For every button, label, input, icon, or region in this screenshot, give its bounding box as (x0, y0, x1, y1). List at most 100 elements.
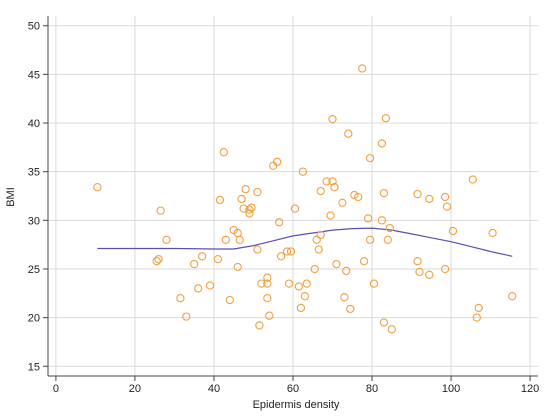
data-point (508, 292, 517, 301)
data-point (162, 235, 171, 244)
data-point (286, 247, 296, 256)
data-point (440, 264, 450, 274)
data-point (425, 194, 434, 204)
data-point (377, 216, 387, 225)
data-point (235, 235, 244, 244)
data-point (239, 204, 248, 213)
axes (43, 16, 538, 381)
data-point (221, 235, 230, 244)
x-tick-label: 0 (53, 383, 59, 395)
data-point (233, 262, 242, 272)
data-point (310, 264, 319, 274)
data-point (215, 195, 225, 205)
y-tick-label: 35 (28, 167, 40, 179)
data-point (415, 267, 424, 277)
data-point (298, 167, 308, 176)
data-point (314, 245, 323, 254)
y-tick-label: 45 (28, 69, 40, 81)
data-point (387, 325, 396, 334)
data-point (257, 279, 266, 288)
data-point (326, 211, 335, 220)
x-tick-label: 120 (521, 383, 539, 395)
data-point (152, 257, 161, 266)
x-tick-label: 60 (287, 383, 299, 395)
data-point (383, 235, 392, 244)
data-point (294, 282, 304, 291)
data-point (237, 194, 246, 204)
data-point (276, 252, 286, 261)
data-point (190, 259, 199, 269)
data-point (365, 235, 375, 244)
x-tick-label: 80 (366, 383, 378, 395)
data-point (474, 303, 483, 313)
data-points (93, 64, 517, 334)
y-tick-label: 20 (28, 313, 40, 325)
data-point (284, 279, 294, 288)
x-axis-title: Epidermis density (253, 399, 340, 411)
data-point (488, 228, 497, 238)
data-point (354, 192, 363, 202)
data-point (255, 321, 264, 330)
data-point (205, 281, 215, 290)
data-point (365, 153, 375, 163)
data-point (316, 230, 325, 240)
data-point (440, 192, 450, 202)
data-point (156, 206, 165, 215)
data-point (275, 218, 284, 227)
trend-line-layer (97, 227, 513, 257)
data-point (247, 203, 256, 212)
data-point (273, 157, 282, 167)
data-point (448, 226, 458, 236)
y-tick-label: 40 (28, 118, 40, 130)
data-point (328, 114, 337, 124)
data-point (269, 161, 278, 170)
data-point (225, 295, 234, 305)
data-point (154, 255, 163, 264)
x-tick-label: 20 (129, 383, 141, 395)
data-point (263, 279, 272, 288)
data-point (213, 255, 223, 264)
x-tick-label: 100 (442, 383, 460, 395)
data-point (219, 148, 228, 157)
data-point (377, 139, 387, 148)
y-tick-label: 30 (28, 215, 40, 227)
data-point (312, 235, 321, 244)
data-point (241, 185, 250, 194)
tick-labels: 0 20 40 60 80 100 120 15 20 25 30 35 40 45 50 (28, 21, 540, 395)
data-point (300, 292, 310, 301)
data-point (253, 187, 262, 197)
data-point (468, 175, 477, 184)
x-tick-label: 40 (208, 383, 220, 395)
data-point (296, 303, 306, 313)
data-point (282, 247, 292, 256)
data-point (363, 214, 373, 223)
y-tick-label: 15 (28, 361, 40, 373)
data-point (197, 252, 207, 261)
grid-lines (48, 16, 538, 376)
data-point (442, 202, 452, 211)
data-point (302, 279, 311, 288)
data-point (346, 304, 355, 314)
data-point (316, 186, 325, 196)
data-point (338, 198, 347, 207)
data-point (425, 270, 434, 279)
data-point (358, 64, 367, 73)
data-point (330, 183, 339, 192)
data-point (359, 257, 369, 266)
data-point (369, 279, 379, 288)
data-point (245, 205, 254, 214)
data-point (263, 294, 272, 303)
data-point (379, 318, 389, 327)
data-point (350, 190, 359, 200)
data-point (413, 257, 422, 266)
y-axis-title: BMI (5, 187, 17, 207)
y-tick-label: 50 (28, 21, 40, 33)
data-point (332, 259, 341, 269)
data-point (182, 312, 191, 321)
data-point (176, 294, 185, 303)
data-point (381, 114, 391, 123)
data-point (263, 273, 272, 282)
data-point (194, 284, 203, 293)
data-point (322, 177, 331, 186)
